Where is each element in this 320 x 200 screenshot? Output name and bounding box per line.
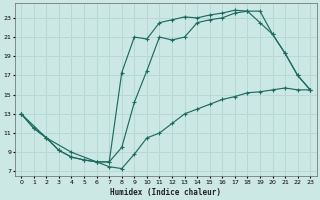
X-axis label: Humidex (Indice chaleur): Humidex (Indice chaleur)	[110, 188, 221, 197]
